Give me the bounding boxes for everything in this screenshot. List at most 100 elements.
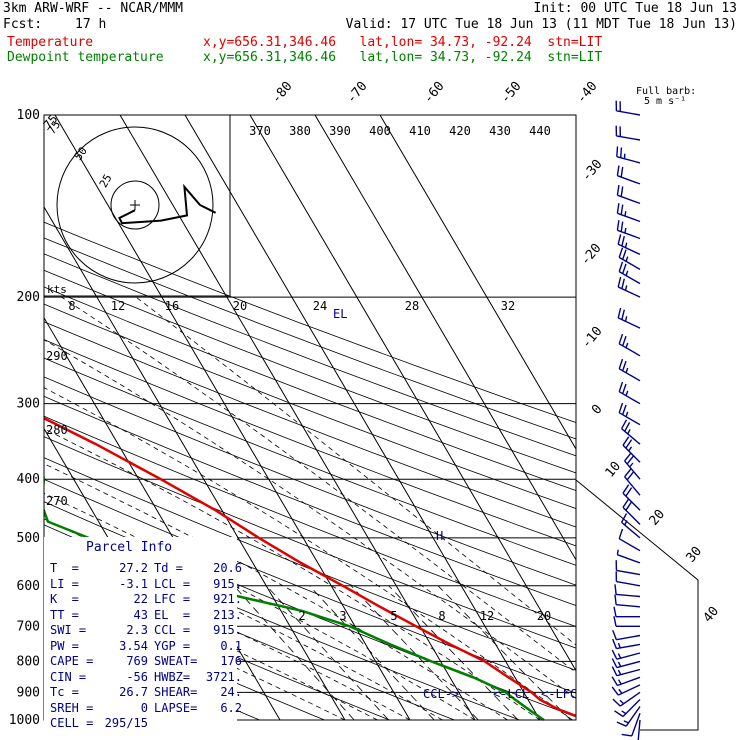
dewpoint-legend: Dewpoint temperature [7,50,164,65]
wind-barb [622,484,641,511]
wind-barb [616,706,641,727]
parcel-info-key: LAPSE= [154,700,198,715]
hodograph-ring [56,126,214,284]
parcel-info-key: SREH = [50,700,94,715]
wind-barb [618,402,641,426]
parcel-info-value: 20.6 [213,561,242,575]
parcel-info-key: SHEAR= [154,685,198,699]
wind-barb [620,513,641,539]
wind-barb [620,419,641,445]
theta-label: 420 [449,124,471,138]
pressure-label: 700 [17,619,40,634]
wind-barb [616,549,641,564]
isotherm-label: 10 [603,459,625,481]
wind-barb [616,220,641,240]
parcel-info-value: 3.54 [119,638,148,653]
wind-barb [616,203,641,223]
parcel-info-value: 295/15 [104,716,148,730]
left-axis-label: 270 [46,494,68,508]
hodograph-trace [118,183,217,225]
wind-barb [612,629,641,641]
wind-barb [618,381,641,405]
parcel-info-key: EL = [154,607,191,622]
wind-barb [622,436,641,463]
parcel-info-value: 213. [213,607,242,622]
moist-adiabat [44,339,576,699]
parcel-info-key [148,716,202,732]
parcel-info-table: T = 27.2 Td = 20.6 LI = -3.1 LCL = 915. K = 22 LFC… [50,561,242,732]
parcel-info-value: 0 [140,700,148,715]
dry-adiabat [44,286,576,492]
parcel-info-value: 921. [213,592,242,606]
mixing-ratio-label: 12 [480,609,494,623]
wind-barb [615,571,641,587]
parcel-info-key: Tc = [50,685,79,699]
moist-adiabat [44,463,508,721]
wind-barb [621,713,641,737]
parcel-info-box [44,537,237,721]
hodograph-units: kts [47,283,67,296]
wind-barb [611,666,641,677]
parcel-info-row: LI = -3.1 LCL = 915. [50,577,242,593]
moist-adiabat [44,387,573,721]
parcel-info-row: K = 22 LFC = 921. [50,592,242,608]
wind-barb [622,498,641,525]
isotherm-line [379,115,576,451]
parcel-info-value: 2.3 [126,623,148,637]
parcel-info-key: CCL = [154,623,191,637]
dry-adiabat [44,415,576,628]
parcel-info-value: 0.1 [220,638,242,653]
isotherm-line [314,115,576,561]
dewpoint-profile [44,473,545,721]
pressure-label: 300 [17,397,40,412]
dry-adiabat [44,303,576,510]
parcel-info-key: CELL = [50,716,94,730]
isotherm-label: -20 [578,241,605,269]
wind-barb [618,358,641,382]
parcel-info-key: SWEAT= [154,654,198,668]
wind-barb [618,247,641,271]
dry-adiabat [44,457,576,671]
dewpoint-location: x,y=656.31,346.46 lat,lon= 34.73, -92.24… [203,50,603,65]
isotherm-label: -40 [574,79,601,107]
parcel-info-value: 24. [220,685,242,699]
wind-barb [613,616,640,627]
isotherm-label: -30 [579,157,606,185]
parcel-info-key: LI = [50,576,79,591]
parcel-info-row: T = 27.2 Td = 20.6 [50,561,242,577]
dry-adiabat [44,253,576,457]
hodograph-inner-ring [110,180,160,230]
parcel-info-row: CAPE = 769 SWEAT= 176 [50,654,242,670]
parcel-info-key: LCL = [154,576,191,591]
parcel-info-value: 22 [133,592,148,606]
theta-label: 370 [249,124,271,138]
wind-barb [614,699,641,718]
parcel-info-row: SREH = 0 LAPSE= 6.2 [50,701,242,717]
wind-barb [616,184,641,205]
parcel-info-value: 27.2 [119,561,148,575]
pressure-label: 500 [17,531,40,546]
parcel-info-row: Tc = 26.7 SHEAR= 24. [50,685,242,701]
hodograph-ring-75: 75 [45,118,63,136]
parcel-info-key: K = [50,592,79,606]
init-time: Init: 00 UTC Tue 18 Jun 13 [533,1,738,16]
pressure-label: 800 [17,654,40,669]
isotherm-line [184,115,541,721]
valid-time: Valid: 17 UTC Tue 18 Jun 13 (11 MDT Tue … [345,17,737,32]
temp-scale-label: 20 [233,299,247,313]
lfc-label: <-LFC [541,687,577,701]
dry-adiabat [44,269,576,474]
parcel-info-title: Parcel Info [86,540,173,555]
hodograph-ring-50: 50 [72,145,90,163]
temp-scale-label: 24 [313,299,327,313]
isotherm-line [54,115,411,721]
theta-label: 440 [529,124,551,138]
parcel-info-value: 176 [220,654,242,668]
barb-frame [575,479,699,731]
parcel-info-key: CIN = [50,669,87,684]
isotherm-label: -60 [421,79,448,107]
parcel-info-key: YGP = [154,638,191,653]
wind-barb [613,606,640,618]
model-title: 3km ARW-WRF -- NCAR/MMM [3,1,184,16]
dry-adiabat [44,321,576,528]
